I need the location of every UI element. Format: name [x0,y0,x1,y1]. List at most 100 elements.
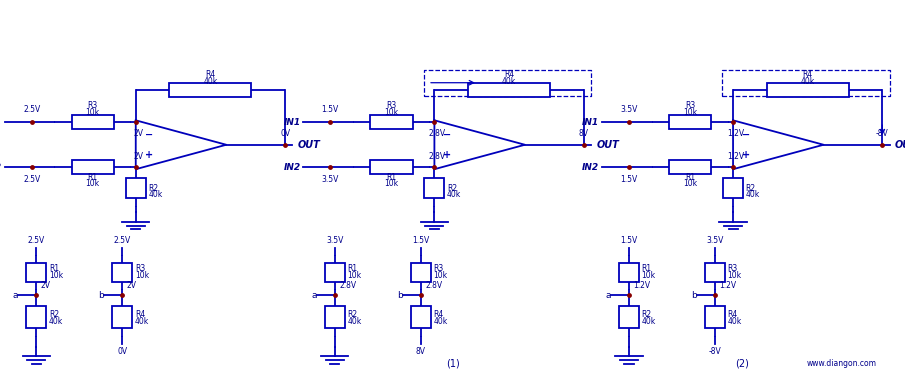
Text: −: − [145,130,153,140]
Text: R1: R1 [49,264,59,273]
Text: 2.5V: 2.5V [23,105,41,114]
Text: R1: R1 [386,173,396,182]
Text: 8V: 8V [415,347,426,356]
Text: www.diangon.com: www.diangon.com [806,359,877,368]
Text: R3: R3 [728,264,738,273]
Text: R4: R4 [803,70,813,79]
Text: IN2: IN2 [0,163,2,172]
Text: 40k: 40k [204,77,217,86]
Bar [411,263,431,282]
Text: 10k: 10k [433,271,448,280]
Text: 2V: 2V [127,280,137,290]
Bar [705,306,725,327]
Bar [723,178,743,199]
Text: 3.5V: 3.5V [326,236,344,245]
Text: 1.2V: 1.2V [634,280,651,290]
Bar [468,83,550,97]
Text: 2.8V: 2.8V [339,280,357,290]
Text: R4: R4 [205,70,215,79]
Text: 1.5V: 1.5V [620,236,638,245]
Text: 40k: 40k [502,77,516,86]
Text: 10k: 10k [49,271,63,280]
Text: 40k: 40k [728,317,742,326]
Text: R1: R1 [88,173,98,182]
Text: 10k: 10k [683,108,697,117]
Text: 40k: 40k [135,317,149,326]
Text: b: b [691,291,697,300]
Bar [767,83,849,97]
Text: R2: R2 [148,183,158,193]
Text: 1.2V: 1.2V [728,152,744,161]
Text: R4: R4 [433,310,443,319]
Text: R3: R3 [135,264,145,273]
Text: R1: R1 [685,173,695,182]
Text: R1: R1 [348,264,357,273]
Text: 10k: 10k [348,271,362,280]
Text: 2.5V: 2.5V [23,175,41,184]
Text: 40k: 40k [801,77,814,86]
Text: 40k: 40k [642,317,656,326]
Text: R2: R2 [746,183,756,193]
Text: 3.5V: 3.5V [321,175,339,184]
Text: +: + [145,150,153,159]
Text: 2.8V: 2.8V [429,129,445,138]
Text: 2.5V: 2.5V [27,236,45,245]
Text: R2: R2 [348,310,357,319]
Text: 2.5V: 2.5V [113,236,131,245]
Bar [71,115,114,129]
Text: 1.5V: 1.5V [412,236,430,245]
Text: IN1: IN1 [283,118,300,127]
Text: 3.5V: 3.5V [620,105,638,114]
Text: R1: R1 [642,264,652,273]
Text: OUT: OUT [298,140,320,150]
Bar [370,160,413,174]
Text: a: a [13,291,18,300]
Text: +: + [443,150,452,159]
Text: 40k: 40k [148,190,163,199]
Text: IN1: IN1 [582,118,599,127]
Text: b: b [99,291,104,300]
Text: R3: R3 [685,101,695,110]
Text: R3: R3 [88,101,98,110]
Bar [669,115,711,129]
Text: IN2: IN2 [283,163,300,172]
Text: 10k: 10k [86,179,100,188]
Text: −: − [443,130,452,140]
Text: 1.2V: 1.2V [719,280,737,290]
Text: 10k: 10k [385,179,398,188]
Text: -8V: -8V [876,129,889,138]
Bar [325,306,345,327]
Text: 2.8V: 2.8V [429,152,445,161]
Bar [424,178,444,199]
Text: 1.5V: 1.5V [321,105,339,114]
Bar [669,160,711,174]
Text: a: a [311,291,317,300]
Text: 0V: 0V [117,347,128,356]
Text: +: + [742,150,750,159]
Text: a: a [605,291,611,300]
Text: -8V: -8V [709,347,721,356]
Text: 10k: 10k [683,179,697,188]
Text: 40k: 40k [746,190,760,199]
Text: 2V: 2V [133,152,144,161]
Text: 1.5V: 1.5V [620,175,638,184]
Bar [26,263,46,282]
Bar [705,263,725,282]
Bar [112,263,132,282]
Text: R3: R3 [386,101,396,110]
Text: OUT: OUT [895,140,905,150]
Text: 40k: 40k [348,317,362,326]
Text: 2.8V: 2.8V [425,280,443,290]
Text: b: b [397,291,403,300]
Text: −: − [742,130,750,140]
Bar [126,178,146,199]
Text: 8V: 8V [578,129,589,138]
Bar [112,306,132,327]
Bar [26,306,46,327]
Bar [370,115,413,129]
Text: 10k: 10k [728,271,742,280]
Text: R2: R2 [447,183,457,193]
Text: IN1: IN1 [0,118,2,127]
Text: 10k: 10k [135,271,149,280]
Bar [71,160,114,174]
